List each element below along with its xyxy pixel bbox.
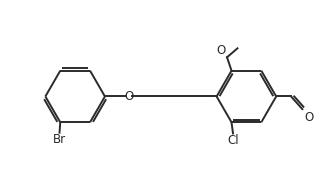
Text: O: O bbox=[124, 90, 133, 103]
Text: O: O bbox=[216, 44, 226, 56]
Text: Cl: Cl bbox=[227, 134, 239, 147]
Text: Br: Br bbox=[53, 133, 66, 146]
Text: O: O bbox=[304, 111, 314, 124]
